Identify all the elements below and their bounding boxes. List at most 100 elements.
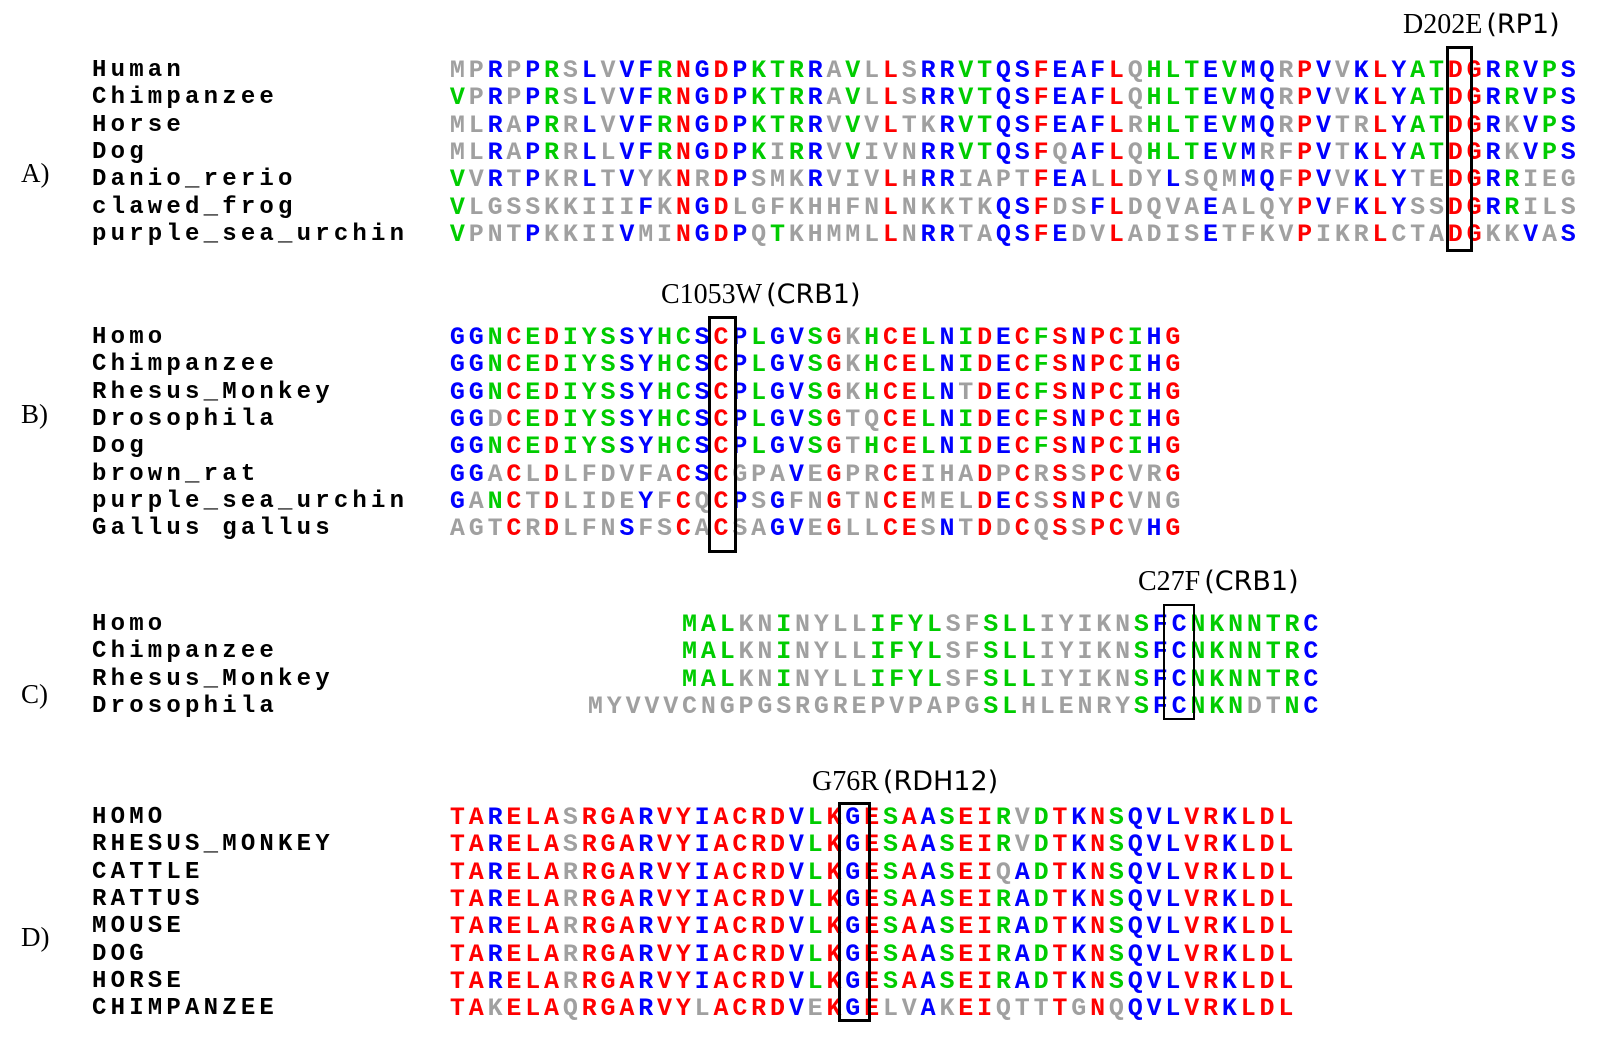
residue: S bbox=[1052, 377, 1068, 407]
residue: C bbox=[713, 377, 729, 407]
residue: Q bbox=[1259, 83, 1275, 113]
residue: S bbox=[1108, 857, 1124, 887]
residue: N bbox=[675, 83, 691, 113]
residue: C bbox=[1108, 459, 1124, 489]
residue: I bbox=[776, 610, 792, 639]
residue: N bbox=[864, 486, 880, 516]
residue: T bbox=[769, 83, 785, 113]
residue: T bbox=[1052, 994, 1068, 1024]
residue: D bbox=[1259, 884, 1275, 914]
residue: R bbox=[788, 56, 804, 85]
residue: I bbox=[958, 432, 974, 462]
residue: D bbox=[544, 377, 560, 407]
residue: L bbox=[525, 994, 541, 1024]
residue: N bbox=[487, 377, 503, 407]
residue: S bbox=[1071, 192, 1087, 222]
residue: T bbox=[958, 514, 974, 544]
residue: T bbox=[977, 83, 993, 113]
residue: L bbox=[562, 514, 578, 544]
residue: T bbox=[1334, 110, 1350, 140]
residue: Y bbox=[813, 664, 829, 694]
residue: R bbox=[920, 165, 936, 195]
residue: V bbox=[788, 912, 804, 942]
residue: S bbox=[694, 323, 710, 352]
residue: I bbox=[657, 219, 673, 249]
residue: L bbox=[751, 323, 767, 352]
residue: C bbox=[882, 486, 898, 516]
residue: M bbox=[449, 110, 465, 140]
residue: I bbox=[562, 323, 578, 352]
residue: D bbox=[713, 137, 729, 167]
residue: V bbox=[1221, 83, 1237, 113]
residue: V bbox=[788, 514, 804, 544]
residue: T bbox=[769, 219, 785, 249]
residue: H bbox=[807, 192, 823, 222]
residue: C bbox=[506, 486, 522, 516]
residue: A bbox=[468, 939, 484, 969]
residue: N bbox=[487, 323, 503, 352]
alignment-gap bbox=[605, 667, 624, 693]
species-name: HORSE bbox=[92, 967, 186, 995]
residue: K bbox=[1334, 219, 1350, 249]
residue: I bbox=[1127, 404, 1143, 434]
residue: D bbox=[977, 404, 993, 434]
residue: L bbox=[719, 610, 735, 639]
residue: S bbox=[1052, 432, 1068, 462]
residue: S bbox=[1108, 966, 1124, 996]
residue: Q bbox=[995, 219, 1011, 249]
residue: E bbox=[506, 994, 522, 1024]
residue: R bbox=[638, 884, 654, 914]
residue: I bbox=[977, 912, 993, 942]
residue: A bbox=[1014, 912, 1030, 942]
residue: D bbox=[1033, 966, 1049, 996]
residue: L bbox=[807, 803, 823, 832]
alignment-gap bbox=[642, 612, 661, 638]
residue: V bbox=[644, 691, 660, 721]
residue: R bbox=[788, 137, 804, 167]
residue: G bbox=[845, 884, 861, 914]
residue: E bbox=[851, 691, 867, 721]
residue: V bbox=[826, 165, 842, 195]
residue: E bbox=[1428, 165, 1444, 195]
residue: R bbox=[1278, 56, 1294, 85]
species-name: Chimpanzee bbox=[92, 84, 279, 112]
residue: R bbox=[657, 83, 673, 113]
residue: I bbox=[562, 377, 578, 407]
residue: H bbox=[864, 323, 880, 352]
residue: N bbox=[939, 432, 955, 462]
residue: L bbox=[920, 404, 936, 434]
residue: K bbox=[1221, 830, 1237, 860]
residue: L bbox=[864, 56, 880, 85]
residue: K bbox=[562, 192, 578, 222]
residue: V bbox=[1184, 966, 1200, 996]
residue: L bbox=[1278, 912, 1294, 942]
residue: A bbox=[1428, 219, 1444, 249]
residue: E bbox=[807, 994, 823, 1024]
residue: G bbox=[449, 486, 465, 516]
residue: C bbox=[1108, 432, 1124, 462]
residue: S bbox=[562, 56, 578, 85]
residue: R bbox=[1485, 192, 1501, 222]
residue: C bbox=[1171, 664, 1187, 694]
residue: S bbox=[1560, 137, 1576, 167]
residue: V bbox=[1146, 994, 1162, 1024]
residue: G bbox=[751, 192, 767, 222]
residue: K bbox=[1221, 884, 1237, 914]
residue: C bbox=[675, 486, 691, 516]
residue: H bbox=[1146, 514, 1162, 544]
residue: C bbox=[675, 323, 691, 352]
residue: E bbox=[901, 404, 917, 434]
residue: A bbox=[1127, 219, 1143, 249]
residue: P bbox=[1090, 514, 1106, 544]
species-name: Horse bbox=[92, 111, 186, 139]
residue: V bbox=[788, 432, 804, 462]
residue: S bbox=[506, 192, 522, 222]
residue: S bbox=[939, 912, 955, 942]
residue: S bbox=[1560, 110, 1576, 140]
species-name: Drosophila bbox=[92, 692, 279, 720]
species-name: Chimpanzee bbox=[92, 638, 279, 666]
residue: R bbox=[581, 939, 597, 969]
